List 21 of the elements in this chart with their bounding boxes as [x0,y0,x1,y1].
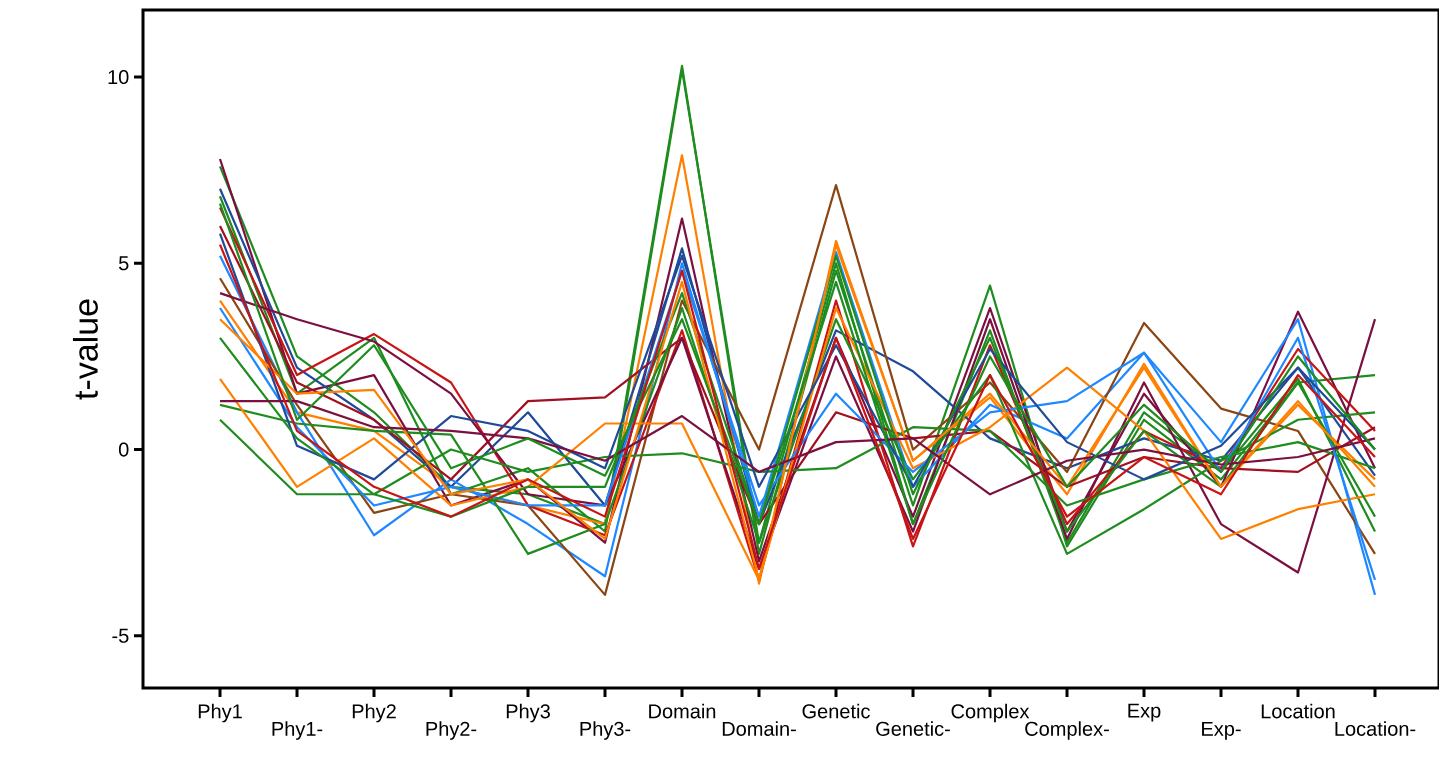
x-tick-label: Genetic- [876,721,950,736]
y-tick-label: 10 [108,69,129,85]
x-tick-label: Phy1- [272,721,323,740]
x-tick-label: Phy3- [580,721,631,740]
y-tick-label: 0 [118,442,129,457]
y-tick-label: 5 [118,256,129,271]
x-tick-label: Phy1 [198,703,242,723]
x-tick-label: Domain [649,703,716,719]
x-tick-label: Genetic [802,703,870,719]
x-tick-label: Complex- [1025,721,1109,740]
x-tick-label: Phy2- [426,721,477,740]
x-tick-label: Domain- [722,721,796,736]
x-tick-label: Phy3 [506,703,550,723]
x-tick-label: Exp [1128,703,1161,722]
x-tick-label: Exp- [1202,721,1241,740]
y-tick-label: -5 [112,628,129,643]
y-axis-title: t-value [72,299,98,400]
x-tick-label: Location [1261,703,1335,719]
x-tick-label: Complex [951,703,1030,723]
x-tick-label: Phy2 [352,703,396,723]
x-tick-label: Location- [1335,721,1416,736]
